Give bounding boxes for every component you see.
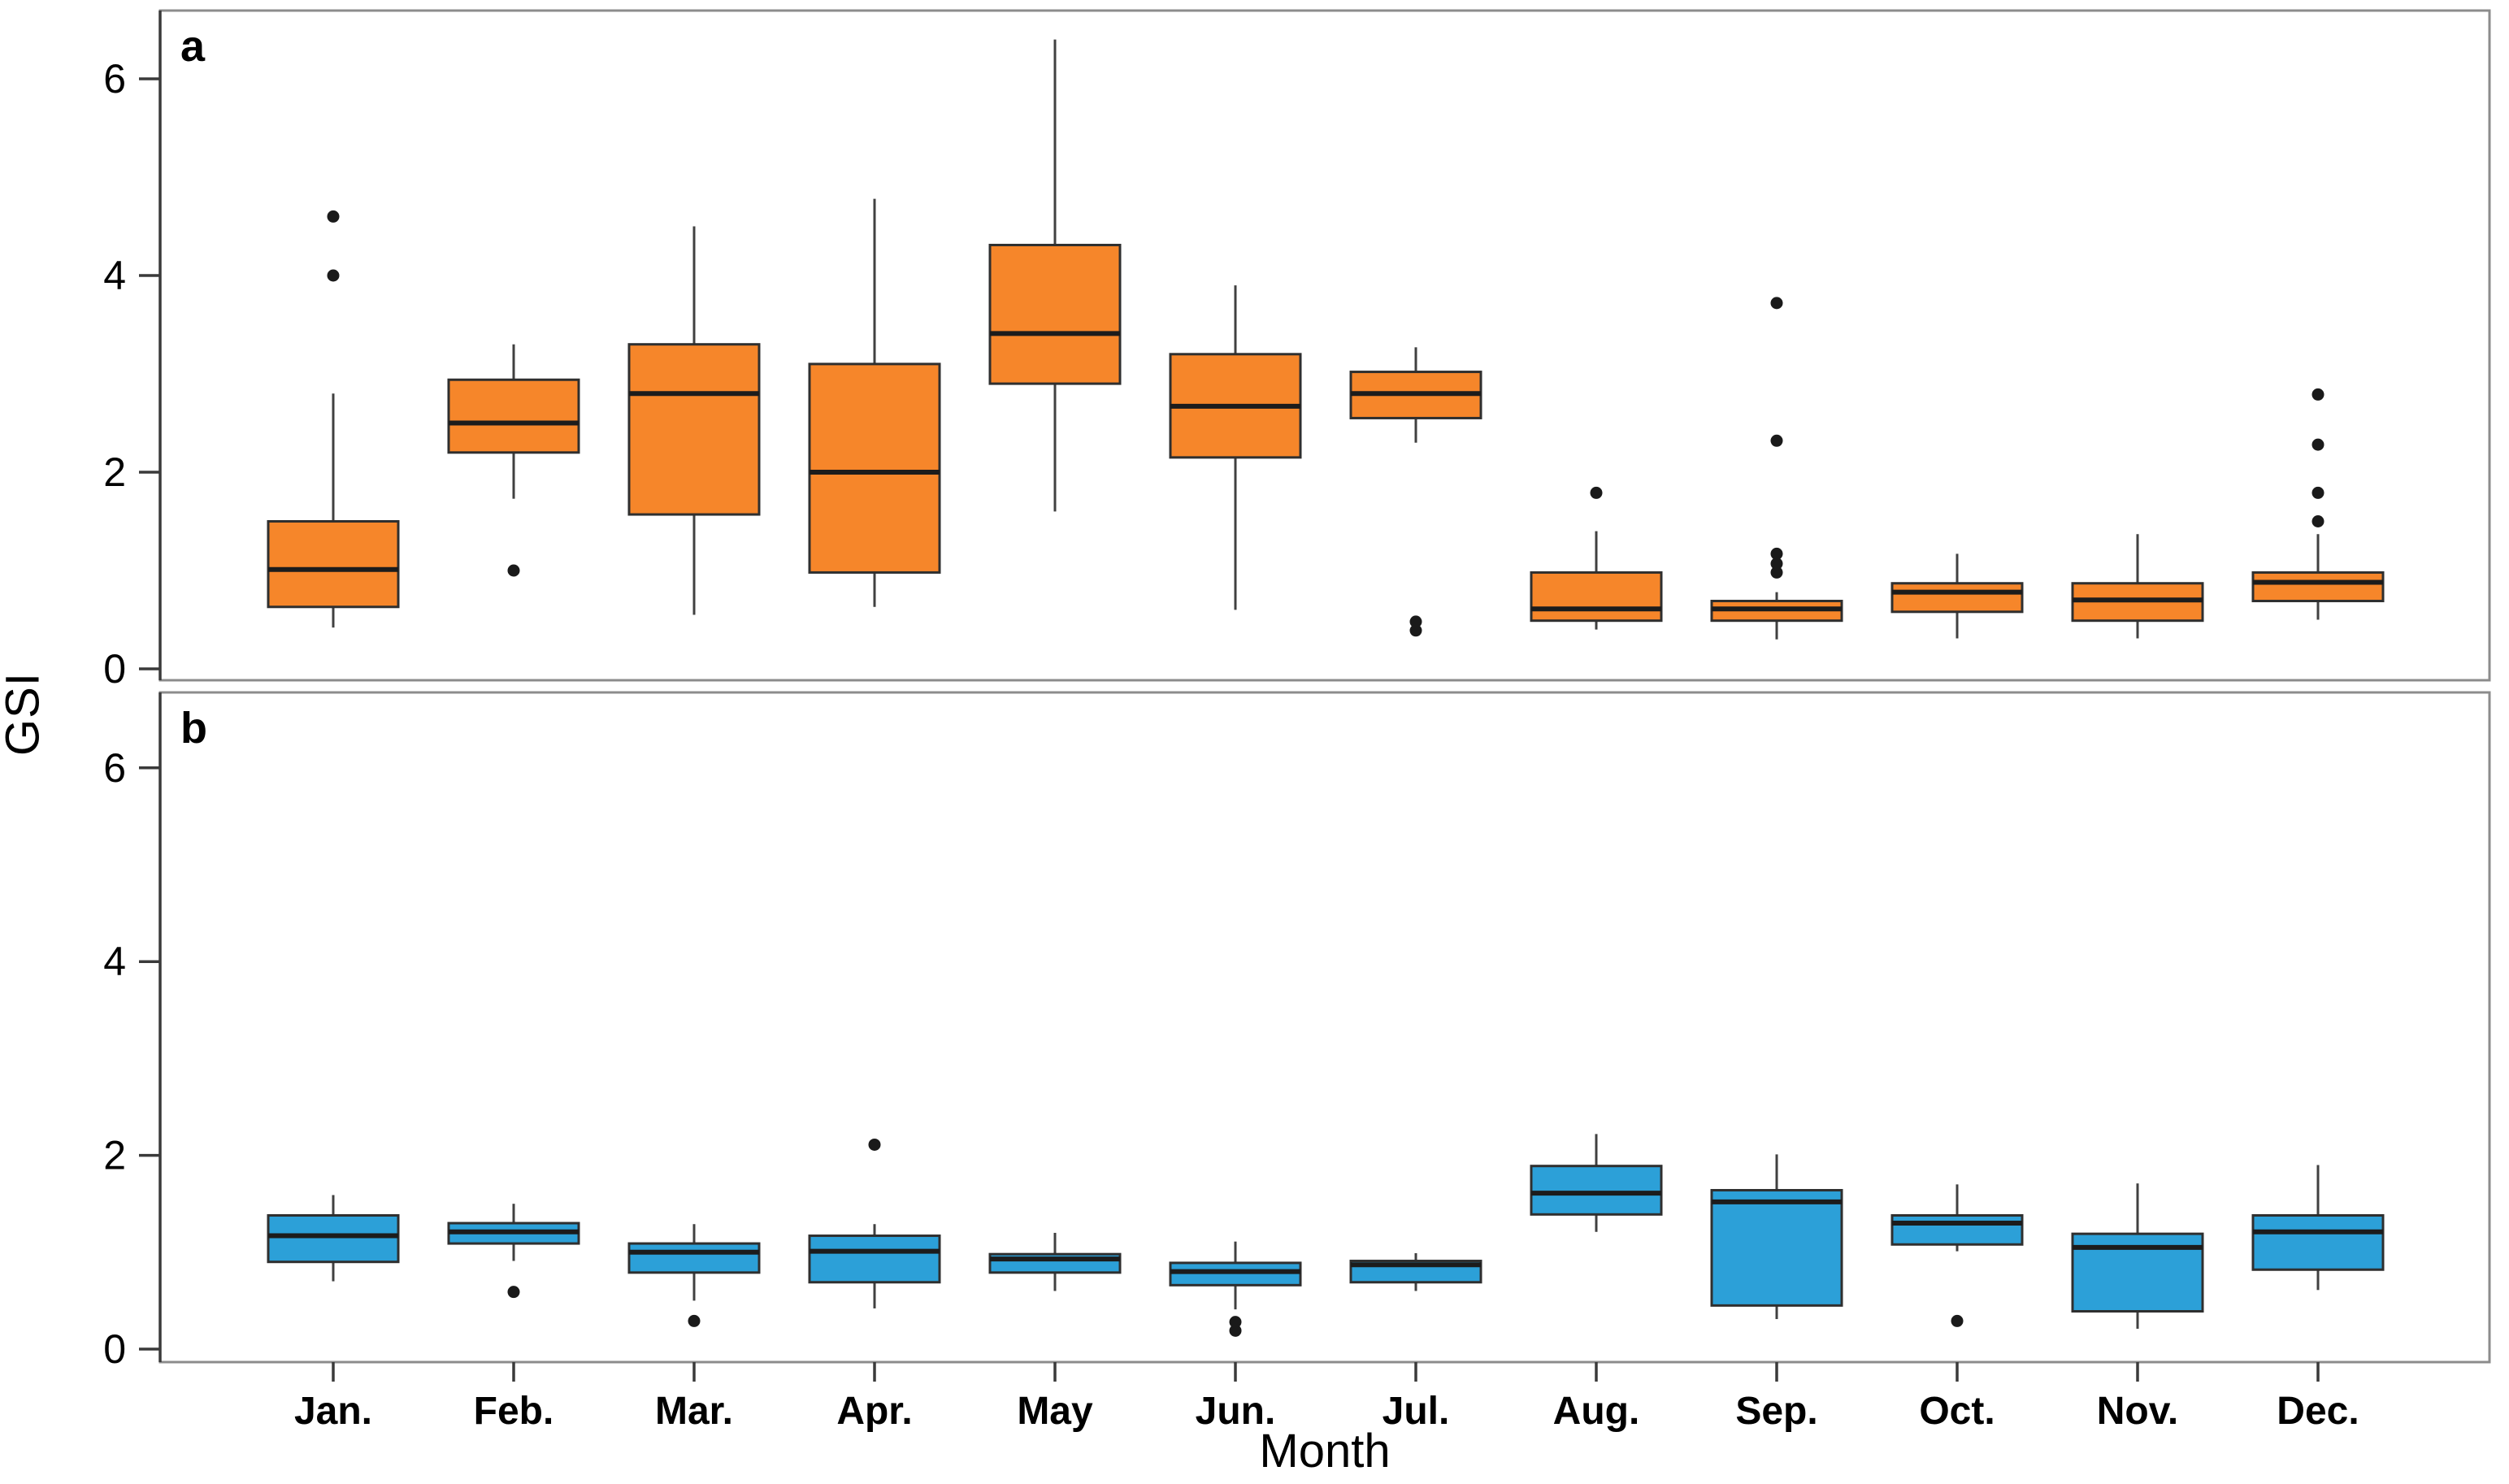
- outlier-point: [1770, 566, 1783, 579]
- iqr-box: [808, 1234, 941, 1284]
- x-tick-label: Jul.: [1383, 1390, 1450, 1433]
- outlier-point: [1951, 1314, 1964, 1327]
- iqr-box: [1890, 582, 2024, 614]
- panel-a-frame: [158, 9, 2491, 682]
- y-tick-label-a: 0: [103, 646, 126, 692]
- outlier-point: [507, 564, 520, 577]
- box-b-jul: [1349, 1252, 1482, 1291]
- iqr-box: [1530, 571, 1663, 623]
- x-tick-label: Nov.: [2097, 1390, 2178, 1433]
- box-a-mar: [627, 226, 761, 615]
- box-a-feb: [447, 344, 580, 577]
- y-tick-label-b: 4: [103, 939, 126, 984]
- iqr-box: [2251, 571, 2385, 603]
- outlier-point: [1409, 615, 1422, 628]
- x-tick-label: Jun.: [1196, 1390, 1276, 1433]
- box-b-feb: [447, 1204, 580, 1299]
- outlier-point: [1590, 486, 1603, 499]
- box-b-sep: [1710, 1154, 1843, 1320]
- box-b-aug: [1530, 1134, 1663, 1232]
- box-b-dec: [2251, 1165, 2385, 1291]
- box-b-jan: [267, 1195, 400, 1282]
- outlier-point: [1229, 1324, 1242, 1337]
- y-axis-title: GSI: [0, 672, 50, 756]
- box-a-aug: [1530, 486, 1663, 630]
- outlier-point: [1770, 547, 1783, 560]
- box-b-jun: [1169, 1241, 1302, 1337]
- x-tick-label: Apr.: [836, 1390, 912, 1433]
- x-tick-label: Mar.: [655, 1390, 733, 1433]
- iqr-box: [808, 362, 941, 574]
- outlier-point: [2311, 515, 2325, 527]
- outlier-point: [2311, 438, 2325, 451]
- x-tick-label: Feb.: [474, 1390, 554, 1433]
- iqr-box: [988, 243, 1122, 385]
- box-b-apr: [808, 1138, 941, 1308]
- iqr-box: [267, 1214, 400, 1264]
- outlier-point: [1770, 558, 1783, 571]
- box-a-sep: [1710, 297, 1843, 640]
- x-tick-label: Jan.: [294, 1390, 372, 1433]
- box-a-jul: [1349, 347, 1482, 637]
- x-tick-label: Sep.: [1735, 1390, 1817, 1433]
- iqr-box: [1530, 1165, 1663, 1216]
- outlier-point: [327, 210, 340, 223]
- x-tick-label: Oct.: [1919, 1390, 1995, 1433]
- y-tick-label-a: 6: [103, 56, 126, 102]
- box-a-jun: [1169, 285, 1302, 610]
- iqr-box: [447, 378, 580, 454]
- y-tick-label-a: 2: [103, 449, 126, 495]
- box-a-oct: [1890, 553, 2024, 639]
- iqr-box: [2251, 1214, 2385, 1271]
- panel-label-b: b: [180, 704, 207, 753]
- y-tick-label-b: 2: [103, 1133, 126, 1178]
- outlier-point: [2311, 388, 2325, 401]
- box-b-may: [988, 1232, 1122, 1291]
- outlier-point: [1409, 624, 1422, 637]
- box-b-oct: [1890, 1184, 2024, 1327]
- outlier-point: [868, 1138, 881, 1151]
- panel-a: 0 2 4 6 a: [103, 9, 2491, 692]
- box-a-nov: [2071, 534, 2204, 639]
- panel-label-a: a: [180, 22, 206, 71]
- box-a-apr: [808, 198, 941, 607]
- iqr-box: [1890, 1214, 2024, 1246]
- outlier-point: [507, 1286, 520, 1299]
- panel-b: 0 2 4 6 b Jan. Feb. Mar. Apr. May Jun. Jul. Aug. Sep.…: [103, 691, 2491, 1433]
- box-a-may: [988, 39, 1122, 512]
- y-tick-label-b: 6: [103, 745, 126, 791]
- box-a-jan: [267, 210, 400, 628]
- outlier-point: [327, 269, 340, 282]
- outlier-point: [1770, 297, 1783, 310]
- box-b-mar: [627, 1224, 761, 1327]
- outlier-point: [1229, 1316, 1242, 1329]
- iqr-box: [267, 520, 400, 609]
- x-tick-label: Dec.: [2277, 1390, 2359, 1433]
- y-tick-label-a: 4: [103, 253, 126, 298]
- box-a-dec: [2251, 388, 2385, 620]
- iqr-box: [1710, 1189, 1843, 1307]
- box-b-nov: [2071, 1183, 2204, 1329]
- iqr-box: [627, 343, 761, 516]
- y-tick-label-b: 0: [103, 1326, 126, 1372]
- outlier-point: [1770, 434, 1783, 447]
- iqr-box: [627, 1242, 761, 1274]
- x-axis-title: Month: [1259, 1425, 1391, 1477]
- x-tick-label: May: [1017, 1390, 1093, 1433]
- outlier-point: [2311, 486, 2325, 499]
- x-tick-label: Aug.: [1553, 1390, 1640, 1433]
- outlier-point: [688, 1314, 701, 1327]
